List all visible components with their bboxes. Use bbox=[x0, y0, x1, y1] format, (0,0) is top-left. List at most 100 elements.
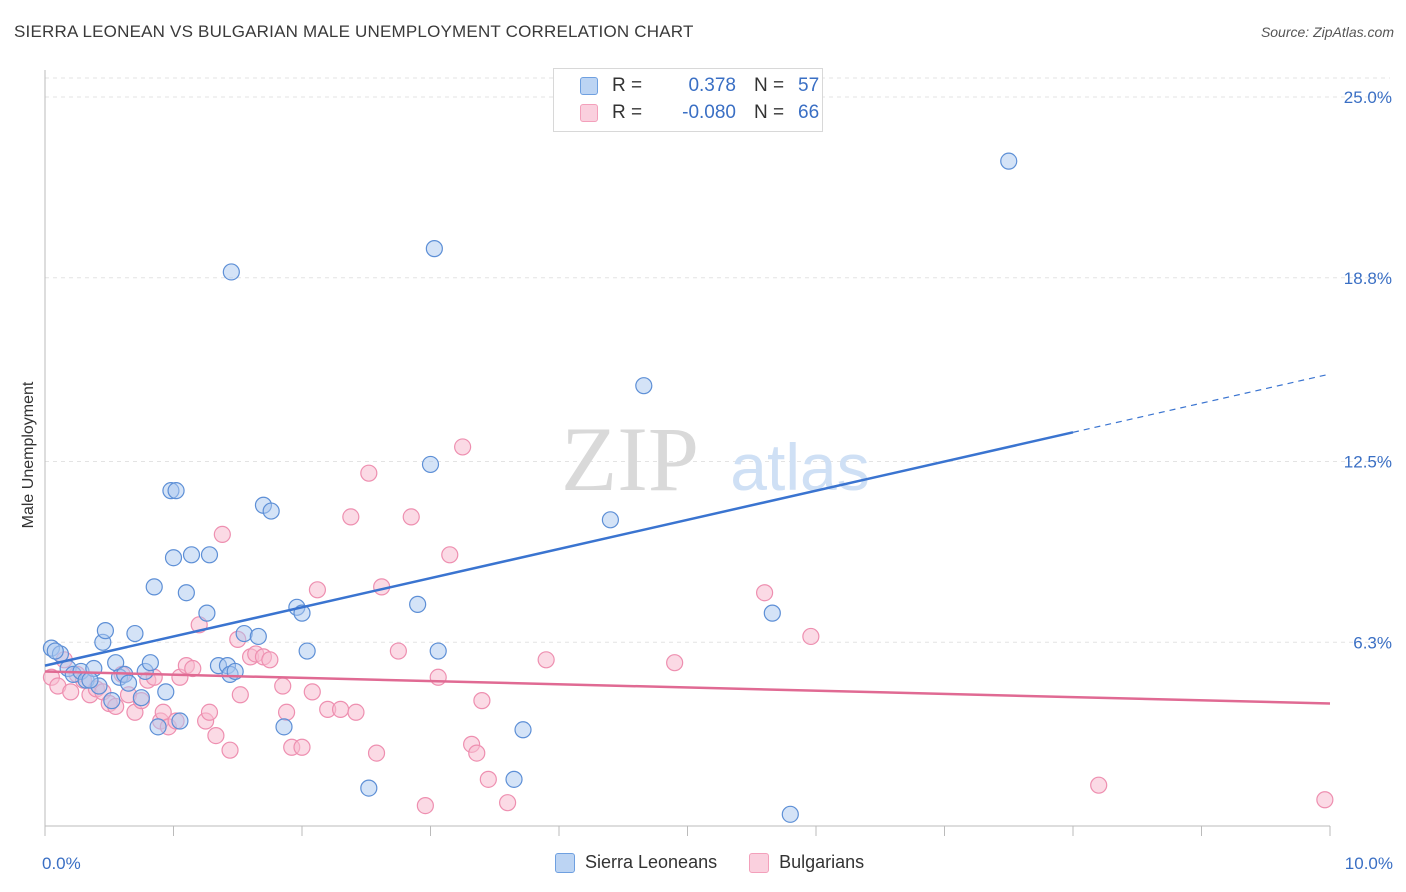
data-point-bulgarians bbox=[802, 627, 820, 646]
legend-row-bulgarians: R = -0.080 N = 66 bbox=[554, 100, 819, 126]
data-point-bulgarians bbox=[261, 651, 279, 669]
data-point-sierra-leoneans bbox=[141, 654, 159, 672]
legend-item-sierra-leoneans: Sierra Leoneans bbox=[555, 852, 717, 873]
legend-r-label: R = bbox=[612, 75, 643, 96]
data-point-sierra-leoneans bbox=[421, 455, 440, 474]
data-point-sierra-leoneans bbox=[177, 584, 195, 602]
legend-r-value: 0.378 bbox=[688, 75, 736, 96]
data-point-sierra-leoneans bbox=[409, 595, 427, 613]
data-point-bulgarians bbox=[429, 668, 447, 686]
data-point-sierra-leoneans bbox=[167, 482, 185, 500]
data-point-bulgarians bbox=[184, 659, 202, 678]
legend-swatch-blue bbox=[555, 852, 575, 873]
data-point-sierra-leoneans bbox=[360, 779, 378, 797]
watermark: ZIP atlas bbox=[561, 408, 870, 510]
trend-line-sierra-leoneans bbox=[44, 431, 1074, 667]
x-tick-label: 0.0% bbox=[42, 854, 81, 873]
data-point-sierra-leoneans bbox=[46, 642, 64, 660]
data-point-bulgarians bbox=[231, 686, 249, 704]
data-point-sierra-leoneans bbox=[164, 549, 183, 567]
sierra-leoneans-points bbox=[42, 152, 1018, 823]
y-axis-label: Male Unemployment bbox=[20, 381, 37, 528]
data-point-bulgarians bbox=[1316, 791, 1334, 809]
data-point-bulgarians bbox=[303, 683, 321, 701]
data-point-sierra-leoneans bbox=[781, 805, 799, 823]
data-point-bulgarians bbox=[360, 464, 378, 482]
data-point-bulgarians bbox=[207, 727, 225, 745]
data-point-sierra-leoneans bbox=[81, 671, 99, 689]
data-point-bulgarians bbox=[200, 703, 219, 721]
data-point-bulgarians bbox=[342, 508, 360, 526]
data-point-bulgarians bbox=[221, 741, 239, 759]
legend-swatch-pink bbox=[580, 104, 598, 122]
y-tick-label: 18.8% bbox=[1344, 269, 1392, 288]
data-point-sierra-leoneans bbox=[149, 718, 167, 736]
legend-n-label: N = bbox=[754, 75, 785, 96]
legend-n-label: N = bbox=[754, 102, 785, 123]
legend-item-bulgarians: Bulgarians bbox=[749, 852, 864, 873]
data-point-sierra-leoneans bbox=[132, 689, 150, 707]
grid-lines bbox=[45, 77, 1390, 643]
legend-n-value: 57 bbox=[798, 75, 820, 96]
data-point-bulgarians bbox=[213, 525, 231, 544]
y-axis-tick-labels: 6.3% 12.5% 18.8% 25.0% bbox=[1344, 88, 1392, 652]
data-point-bulgarians bbox=[454, 438, 472, 456]
data-point-bulgarians bbox=[468, 744, 486, 762]
data-point-sierra-leoneans bbox=[171, 712, 189, 730]
data-point-sierra-leoneans bbox=[145, 578, 163, 596]
data-point-bulgarians bbox=[331, 700, 350, 718]
data-point-sierra-leoneans bbox=[763, 604, 781, 622]
data-point-sierra-leoneans bbox=[1000, 152, 1018, 170]
data-point-sierra-leoneans bbox=[635, 377, 653, 395]
data-point-sierra-leoneans bbox=[298, 642, 316, 660]
trend-lines bbox=[44, 373, 1331, 705]
legend-r-value: -0.080 bbox=[682, 102, 736, 123]
data-point-bulgarians bbox=[755, 584, 774, 602]
source-label: Source: ZipAtlas.com bbox=[1260, 24, 1394, 40]
y-tick-label: 12.5% bbox=[1344, 453, 1392, 472]
data-point-bulgarians bbox=[293, 738, 311, 756]
data-point-bulgarians bbox=[62, 683, 80, 701]
data-point-sierra-leoneans bbox=[96, 622, 114, 640]
data-point-sierra-leoneans bbox=[429, 642, 447, 660]
x-axis-ticks bbox=[44, 826, 1331, 836]
correlation-legend: R = 0.378 N = 57 R = -0.080 N = 66 bbox=[553, 68, 823, 132]
series-legend: Sierra Leoneans Bulgarians bbox=[555, 852, 896, 873]
data-point-sierra-leoneans bbox=[601, 511, 620, 529]
data-point-bulgarians bbox=[499, 794, 517, 812]
legend-label-sierra-leoneans: Sierra Leoneans bbox=[585, 852, 718, 872]
y-tick-label: 25.0% bbox=[1344, 88, 1392, 107]
trend-line-bulgarians bbox=[44, 670, 1331, 705]
legend-swatch-blue bbox=[580, 77, 598, 95]
x-tick-label: 10.0% bbox=[1345, 854, 1393, 873]
data-point-bulgarians bbox=[537, 651, 555, 669]
data-point-sierra-leoneans bbox=[514, 721, 532, 739]
legend-r-label: R = bbox=[612, 102, 643, 123]
data-point-bulgarians bbox=[441, 546, 459, 564]
data-point-sierra-leoneans bbox=[425, 240, 443, 258]
data-point-bulgarians bbox=[666, 654, 684, 672]
legend-swatch-pink bbox=[749, 852, 770, 873]
data-point-bulgarians bbox=[389, 642, 407, 660]
data-point-sierra-leoneans bbox=[119, 674, 138, 692]
data-point-bulgarians bbox=[473, 692, 491, 710]
legend-label-bulgarians: Bulgarians bbox=[779, 852, 865, 872]
data-point-bulgarians bbox=[367, 744, 386, 762]
data-point-sierra-leoneans bbox=[200, 546, 219, 564]
legend-n-value: 66 bbox=[798, 102, 820, 123]
data-point-sierra-leoneans bbox=[249, 627, 267, 646]
watermark-atlas: atlas bbox=[730, 430, 869, 504]
y-tick-label: 6.3% bbox=[1353, 633, 1392, 652]
data-point-bulgarians bbox=[347, 703, 365, 721]
data-point-sierra-leoneans bbox=[126, 624, 144, 643]
legend-row-sierra-leoneans: R = 0.378 N = 57 bbox=[554, 73, 819, 99]
data-point-sierra-leoneans bbox=[103, 692, 121, 710]
data-point-sierra-leoneans bbox=[198, 604, 216, 622]
data-point-bulgarians bbox=[416, 796, 434, 815]
data-point-bulgarians bbox=[274, 677, 292, 695]
data-point-sierra-leoneans bbox=[235, 624, 253, 643]
data-point-sierra-leoneans bbox=[157, 683, 175, 701]
data-point-bulgarians bbox=[1090, 776, 1108, 794]
chart-title: SIERRA LEONEAN VS BULGARIAN MALE UNEMPLO… bbox=[14, 22, 694, 41]
